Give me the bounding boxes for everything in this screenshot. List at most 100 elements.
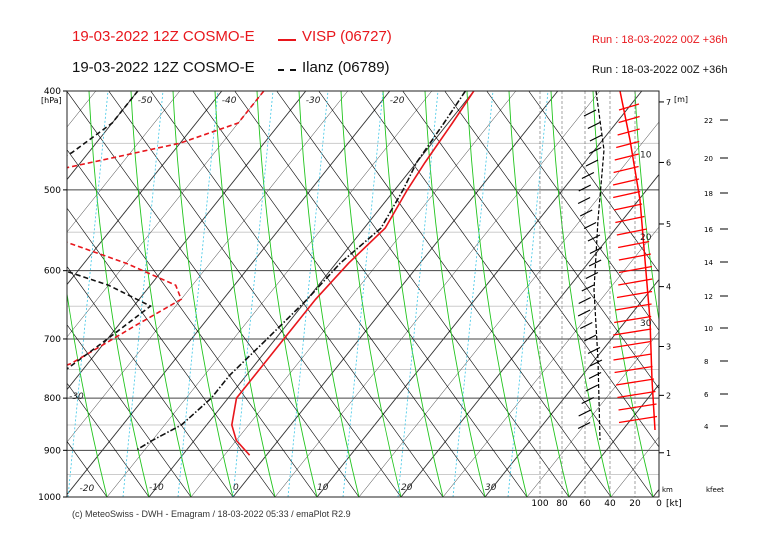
moist-adiabat (0, 91, 23, 497)
height-m-tick-label: 6 (666, 158, 671, 167)
wind-barb-ilanz (581, 171, 595, 180)
temp-label: -50 (138, 96, 153, 106)
wind-barb-ilanz (578, 184, 592, 192)
wind-barb-ilanz (587, 346, 601, 355)
kfeet-tick-label: 4 (704, 423, 709, 431)
kfeet-tick-label: 18 (704, 190, 713, 198)
wind-barb-visp (613, 203, 643, 211)
moist-adiabat (634, 91, 659, 323)
isotherm-line (67, 91, 223, 286)
wind-barb-visp (616, 290, 653, 299)
dry-adiabat (67, 207, 276, 497)
moist-adiabat (466, 91, 528, 497)
moist-adiabat (550, 91, 612, 497)
dry-adiabat (444, 91, 659, 390)
isotherm-line (67, 91, 264, 338)
wind-barb-ilanz (577, 421, 591, 430)
dry-adiabat (402, 91, 659, 448)
wind-axis-label: [kt] (666, 499, 682, 509)
wind-barb-visp (614, 153, 639, 161)
y-tick-label: 600 (44, 267, 61, 277)
kfeet-tick-label: 22 (704, 117, 713, 125)
profiles (67, 91, 475, 456)
isotherm-line (67, 91, 391, 496)
wind-barb-visp (616, 140, 640, 149)
isotherm-line (484, 278, 659, 497)
wind-barb-visp (618, 103, 640, 111)
dry-adiabat (67, 265, 234, 497)
kfeet-tick-label: 20 (704, 155, 713, 163)
wind-axis-tick: 80 (556, 499, 568, 509)
y-tick-label: 700 (44, 335, 61, 345)
wind-barb-ilanz (589, 246, 603, 255)
isotherm-line (67, 91, 96, 128)
wind-barb-ilanz (581, 396, 594, 405)
mixing-ratio-line (287, 91, 329, 497)
isotherm-line (737, 91, 766, 497)
dry-adiabat (67, 324, 192, 497)
kfeet-tick-label: 10 (704, 325, 713, 333)
isotherm-line (274, 91, 600, 497)
moist-adiabat (424, 91, 486, 497)
isotherm-line (400, 173, 659, 497)
ilanz-temperature-line (135, 91, 467, 451)
kfeet-tick-label: 16 (704, 226, 713, 234)
dry-adiabat (318, 91, 612, 497)
mixing-ratio-line (507, 91, 549, 497)
wind-barb-visp (618, 115, 640, 124)
moist-adiabat (592, 91, 654, 497)
wind-barb-ilanz (585, 384, 599, 392)
height-m-label: [m] (674, 95, 688, 104)
wind-speed-label: 10 (640, 151, 652, 161)
wind-barb-visp (613, 190, 641, 199)
temp-label: 30 (485, 483, 497, 493)
moist-adiabat (256, 91, 318, 497)
wind-barb-ilanz (588, 371, 602, 380)
height-m-tick-label: 3 (666, 342, 671, 351)
temp-label: -30 (69, 392, 84, 402)
dry-adiabat (360, 91, 654, 497)
isotherm-line (67, 91, 307, 391)
moist-adiabat (67, 290, 108, 497)
wind-barb-ilanz (588, 146, 602, 155)
wind-axis-tick: 0 (656, 499, 662, 509)
wind-barb-ilanz (580, 321, 593, 330)
kfeet-tick-label: 8 (704, 358, 708, 366)
isotherm-line (316, 91, 643, 497)
visp-dewpoint-line (67, 91, 265, 366)
temp-label: -40 (222, 96, 237, 106)
wind-barb-visp (613, 353, 652, 361)
dry-adiabat (67, 440, 108, 497)
dry-adiabat (67, 91, 360, 497)
wind-barb-ilanz (583, 221, 597, 230)
moist-adiabat (214, 91, 276, 497)
wind-axis-tick: 100 (531, 499, 548, 509)
dry-adiabat (67, 382, 150, 497)
dry-adiabat (0, 91, 65, 497)
wind-axis-tick: 40 (604, 499, 616, 509)
temp-label: -10 (149, 483, 164, 493)
wind-barb-visp (614, 315, 652, 324)
temp-label: -20 (79, 484, 94, 494)
mixing-ratio-line (342, 91, 384, 497)
isotherm-line (67, 91, 139, 181)
moist-adiabat (298, 91, 360, 497)
wind-barb-ilanz (589, 134, 603, 142)
wind-barb-visp (612, 178, 640, 186)
isotherm-line (232, 91, 559, 497)
dry-adiabat (276, 91, 570, 497)
dry-adiabat (108, 91, 402, 497)
wind-barb-ilanz (589, 359, 603, 367)
y-tick-label: 800 (44, 394, 61, 404)
wind-barb-ilanz (587, 121, 601, 130)
wind-speed-label: 30 (640, 319, 652, 329)
visp-temperature-line (230, 91, 475, 456)
kfeet-tick-label: 12 (704, 293, 713, 301)
run-info-visp: Run : 18-03-2022 00Z +36h (592, 34, 728, 46)
wind-barb-ilanz (588, 259, 602, 267)
moist-adiabat (508, 91, 570, 497)
height-m-tick-label: 1 (666, 449, 671, 458)
wind-barb-visp (618, 253, 652, 261)
